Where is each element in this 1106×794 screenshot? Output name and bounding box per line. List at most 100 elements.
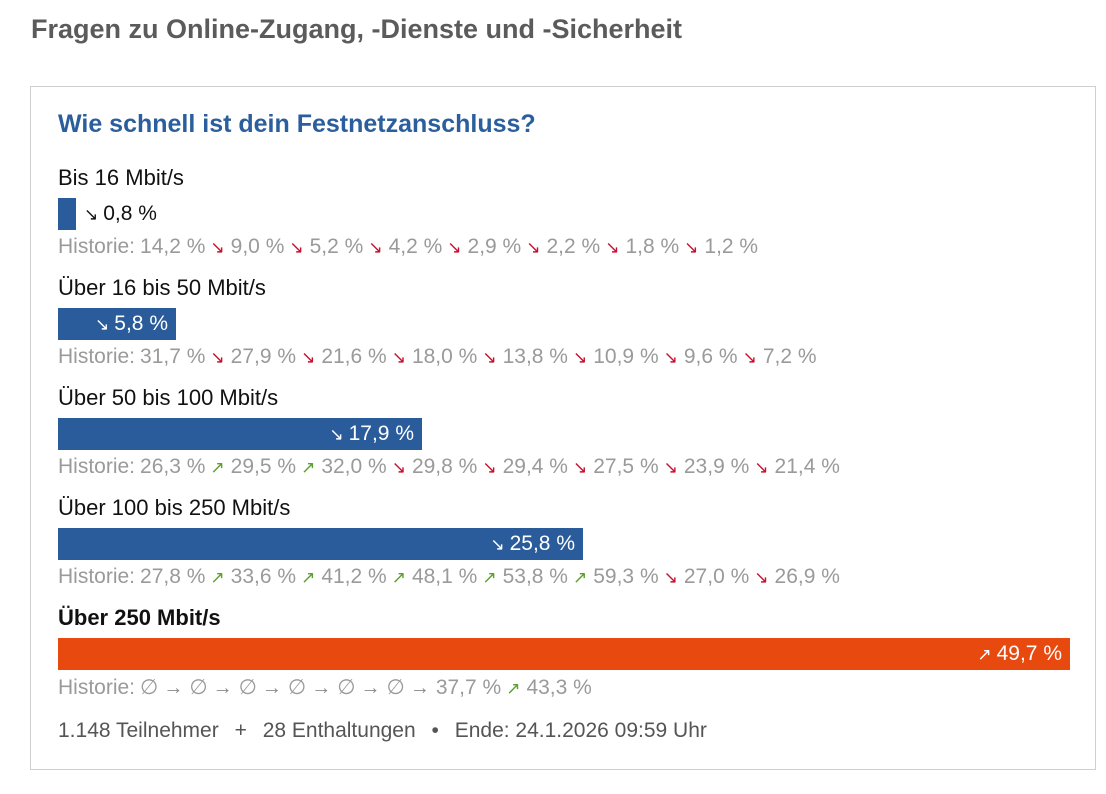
history-value: ∅	[238, 676, 257, 699]
history-value: ∅	[140, 676, 159, 699]
bar-row: ↘ 5,8 %	[58, 308, 1070, 340]
history-value: 33,6 %	[230, 565, 297, 588]
poll-footer: 1.148 Teilnehmer + 28 Enthaltungen • End…	[58, 719, 707, 743]
history-value: 10,9 %	[593, 345, 659, 368]
history-value: 27,5 %	[593, 455, 659, 478]
history-line: Historie: 27,8 % ↗ 33,6 % ↗ 41,2 % ↗ 48,1 % ↗ 53,…	[58, 565, 845, 589]
history-value: 29,4 %	[502, 455, 568, 478]
result-bar	[58, 528, 583, 560]
history-trend-up-icon: ↗	[572, 568, 588, 587]
history-trend-down-icon: ↘	[210, 348, 225, 367]
history-value: 4,2 %	[388, 235, 443, 258]
trend-down-icon: ↘	[84, 205, 99, 224]
history-value: 27,0 %	[683, 565, 750, 588]
history-value: 29,5 %	[230, 455, 297, 478]
history-value: ∅	[337, 676, 356, 699]
history-trend-same-icon: →	[212, 677, 233, 699]
result-bar	[58, 308, 176, 340]
bar-value-label: ↘ 25,8 %	[490, 528, 575, 560]
history-trend-down-icon: ↘	[663, 568, 678, 587]
history-value: 21,4 %	[774, 455, 840, 478]
option-label: Bis 16 Mbit/s	[58, 165, 184, 190]
poll-end-date: Ende: 24.1.2026 09:59 Uhr	[454, 719, 707, 742]
history-trend-down-icon: ↘	[684, 238, 699, 257]
history-label: Historie:	[58, 565, 136, 588]
poll-option: Über 100 bis 250 Mbit/s ↘ 25,8 % Historie: 2…	[58, 495, 1070, 605]
history-trend-up-icon: ↗	[391, 568, 406, 587]
option-label: Über 16 bis 50 Mbit/s	[58, 275, 266, 300]
history-trend-down-icon: ↘	[447, 238, 462, 257]
poll-card: Wie schnell ist dein Festnetzanschluss? …	[30, 86, 1096, 770]
history-trend-up-icon: ↗	[482, 568, 497, 587]
history-value: 1,2 %	[704, 235, 759, 258]
history-trend-down-icon: ↘	[663, 458, 678, 477]
result-bar	[58, 638, 1070, 670]
history-trend-down-icon: ↘	[526, 238, 541, 257]
history-line: Historie: 31,7 % ↘ 27,9 % ↘ 21,6 % ↘ 18,0 % ↘ 13,…	[58, 345, 822, 369]
history-trend-same-icon: →	[409, 677, 430, 699]
participants-count: 1.148 Teilnehmer	[58, 719, 219, 742]
history-trend-up-icon: ↗	[210, 458, 225, 477]
trend-down-icon: ↘	[95, 315, 110, 334]
poll-option: Über 16 bis 50 Mbit/s ↘ 5,8 % Historie: 31,7…	[58, 275, 1070, 385]
history-value: 23,9 %	[683, 455, 750, 478]
result-bar	[58, 198, 76, 230]
option-label: Über 50 bis 100 Mbit/s	[58, 385, 279, 410]
history-value: 14,2 %	[140, 235, 206, 258]
history-value: 1,8 %	[625, 235, 680, 258]
bar-value-label: ↘ 0,8 %	[84, 198, 157, 230]
history-trend-down-icon: ↘	[754, 568, 769, 587]
bar-value-text: 0,8 %	[103, 202, 157, 225]
history-trend-up-icon: ↗	[506, 679, 521, 698]
page-title: Fragen zu Online-Zugang, -Dienste und -S…	[31, 14, 683, 44]
option-label: Über 100 bis 250 Mbit/s	[58, 495, 291, 520]
history-trend-same-icon: →	[360, 677, 381, 699]
bar-value-text: 17,9 %	[348, 422, 414, 445]
trend-down-icon: ↘	[329, 425, 344, 444]
history-line: Historie: ∅ → ∅ → ∅ → ∅ → ∅ → ∅ → 37,7 % ↗ 43,3 %	[58, 675, 597, 700]
history-value: 9,0 %	[230, 235, 285, 258]
bar-value-text: 25,8 %	[509, 532, 575, 555]
history-value: 26,9 %	[774, 565, 840, 588]
history-trend-up-icon: ↗	[210, 568, 225, 587]
history-value: ∅	[189, 676, 208, 699]
bar-value-label: ↘ 5,8 %	[95, 308, 168, 340]
history-value: 37,7 %	[435, 676, 502, 699]
history-trend-down-icon: ↘	[482, 348, 497, 367]
history-trend-same-icon: →	[311, 677, 332, 699]
history-trend-down-icon: ↘	[289, 238, 304, 257]
history-value: 27,8 %	[140, 565, 206, 588]
poll-option: Über 50 bis 100 Mbit/s ↘ 17,9 % Historie: 26…	[58, 385, 1070, 495]
history-trend-down-icon: ↘	[572, 458, 588, 477]
history-trend-up-icon: ↗	[301, 568, 316, 587]
bar-row: ↘ 25,8 %	[58, 528, 1070, 560]
history-label: Historie:	[58, 235, 136, 258]
history-trend-same-icon: →	[163, 677, 184, 699]
history-trend-down-icon: ↘	[572, 348, 588, 367]
history-value: 2,2 %	[546, 235, 601, 258]
history-value: 43,3 %	[526, 676, 592, 699]
history-value: 31,7 %	[140, 345, 206, 368]
history-trend-down-icon: ↘	[742, 348, 757, 367]
bar-value-label: ↘ 17,9 %	[329, 418, 414, 450]
poll-option: Über 250 Mbit/s ↗ 49,7 % Historie: ∅ → ∅ → ∅ → ∅ → ∅…	[58, 605, 1070, 715]
result-bar	[58, 418, 422, 450]
history-value: 21,6 %	[321, 345, 387, 368]
history-value: 9,6 %	[683, 345, 738, 368]
poll-question: Wie schnell ist dein Festnetzanschluss?	[58, 110, 536, 138]
bar-row: ↘ 17,9 %	[58, 418, 1070, 450]
history-trend-down-icon: ↘	[482, 458, 497, 477]
trend-down-icon: ↘	[490, 535, 505, 554]
history-trend-down-icon: ↘	[391, 348, 406, 367]
history-value: 53,8 %	[502, 565, 568, 588]
history-value: 26,3 %	[140, 455, 206, 478]
history-value: 5,2 %	[309, 235, 364, 258]
history-value: ∅	[287, 676, 307, 699]
bar-value-text: 5,8 %	[114, 312, 168, 335]
bar-row: ↗ 49,7 %	[58, 638, 1070, 670]
trend-up-icon: ↗	[977, 645, 992, 664]
bar-row: ↘ 0,8 %	[58, 198, 1070, 230]
history-trend-down-icon: ↘	[391, 458, 406, 477]
bar-value-text: 49,7 %	[996, 642, 1062, 665]
plus-separator: +	[234, 719, 247, 742]
